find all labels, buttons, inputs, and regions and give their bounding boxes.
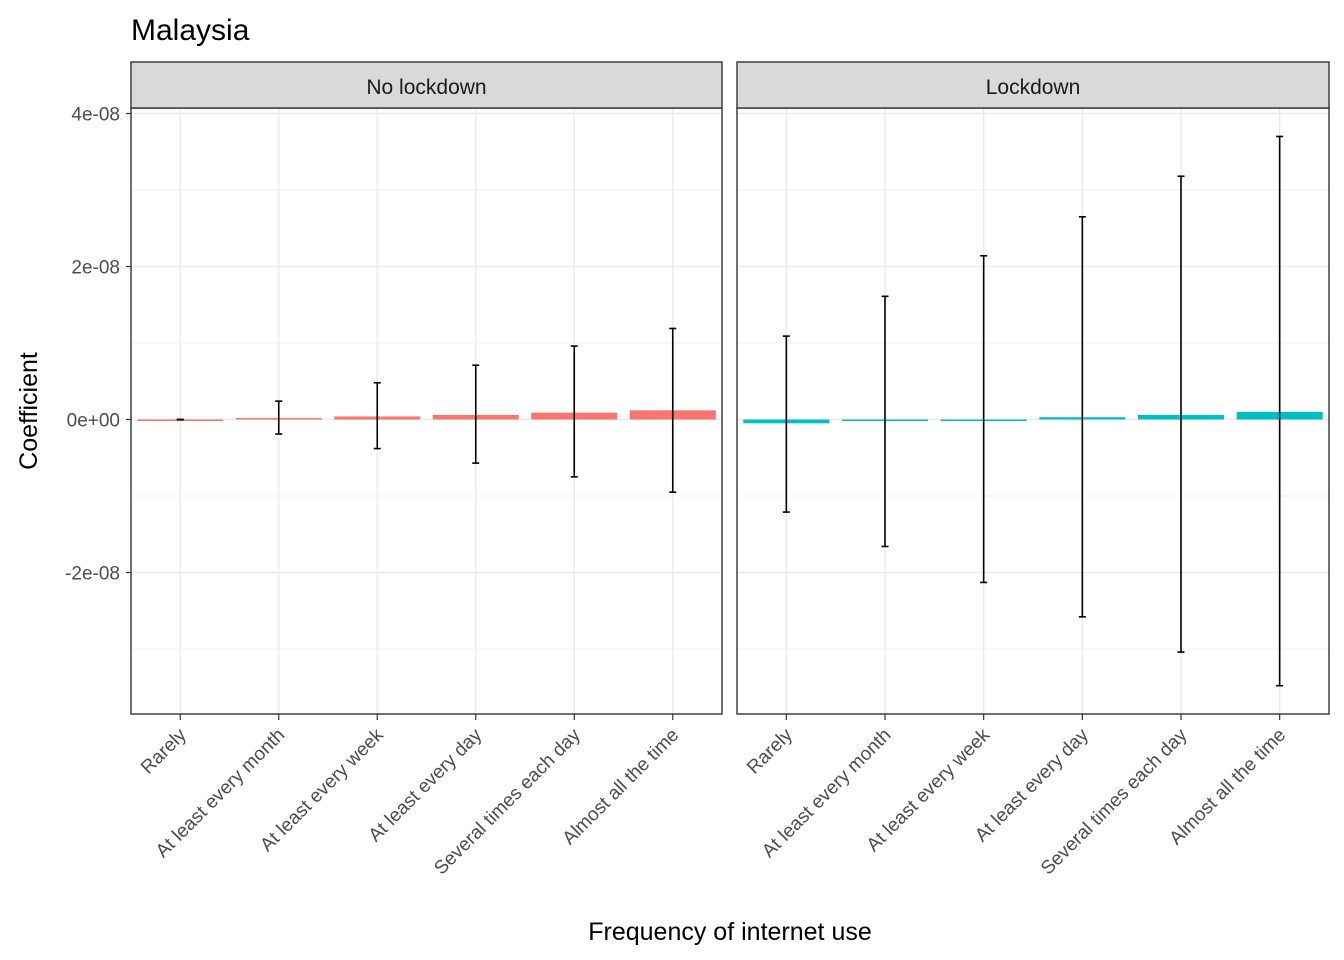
y-axis-title: Coefficient (15, 352, 43, 470)
y-tick-label: -2e-08 (65, 564, 120, 585)
error-bar (472, 364, 480, 464)
error-bar (1276, 135, 1284, 687)
error-bar (1078, 215, 1086, 618)
y-tick-label: 2e-08 (71, 258, 120, 279)
error-bar (669, 327, 677, 493)
error-bar (275, 400, 283, 435)
facet-strip-label: No lockdown (366, 76, 486, 99)
facet-strip (736, 61, 1330, 109)
error-bar (881, 295, 889, 548)
error-bar (1177, 175, 1185, 653)
x-tick-label: Rarely (743, 724, 797, 778)
error-bar (373, 381, 381, 450)
facet-strip (130, 61, 723, 109)
error-bar (782, 335, 790, 513)
error-bar (980, 254, 988, 584)
chart-title: Malaysia (131, 14, 250, 47)
error-bar (570, 345, 578, 478)
x-tick-label: Rarely (137, 724, 191, 778)
y-tick-label: 0e+00 (67, 411, 120, 432)
x-axis-title: Frequency of internet use (588, 918, 872, 946)
panel-background (131, 108, 722, 714)
facet-strip-label: Lockdown (986, 76, 1081, 99)
y-tick-label: 4e-08 (71, 105, 120, 126)
panel-background (737, 108, 1329, 714)
